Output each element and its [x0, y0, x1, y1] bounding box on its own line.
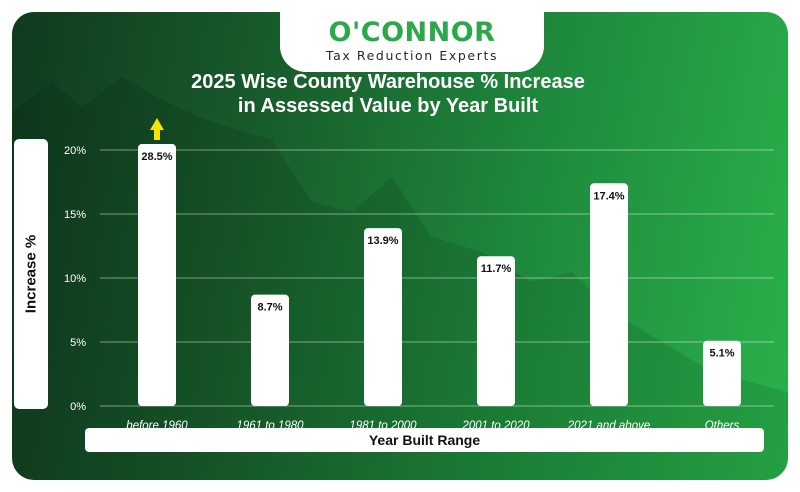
brand-name: O'CONNOR — [328, 17, 496, 48]
brand-tagline: Tax Reduction Experts — [325, 48, 499, 63]
data-label: 28.5% — [141, 151, 172, 163]
chart-title: 2025 Wise County Warehouse % Increase in… — [0, 70, 776, 118]
data-label: 5.1% — [709, 348, 734, 360]
data-label: 11.7% — [481, 263, 512, 275]
y-tick-label: 20% — [64, 145, 86, 157]
bar — [364, 228, 402, 406]
chart-title-line-2: in Assessed Value by Year Built — [237, 95, 539, 117]
y-axis-label-panel — [14, 139, 48, 409]
bar — [703, 340, 741, 406]
y-tick-label: 5% — [70, 337, 86, 349]
x-axis-label-panel: Year Built Range — [85, 428, 764, 452]
chart-title-line-1: 2025 Wise County Warehouse % Increase — [191, 71, 585, 93]
data-label: 8.7% — [257, 302, 282, 314]
bar — [251, 294, 289, 406]
y-tick-label: 10% — [64, 273, 86, 285]
bar — [477, 256, 515, 406]
x-axis-label: Year Built Range — [368, 432, 481, 448]
bar — [590, 183, 628, 406]
y-tick-label: 15% — [64, 209, 86, 221]
data-label: 13.9% — [367, 235, 398, 247]
data-label: 17.4% — [593, 190, 624, 202]
up-arrow-icon — [150, 118, 164, 140]
y-tick-label: 0% — [70, 401, 86, 413]
bar — [138, 144, 176, 406]
brand-logo: O'CONNOR Tax Reduction Experts — [280, 12, 544, 72]
